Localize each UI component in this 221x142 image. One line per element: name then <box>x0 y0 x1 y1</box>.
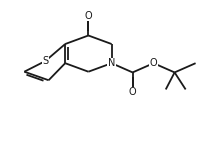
Text: O: O <box>85 11 92 21</box>
Text: O: O <box>129 87 136 97</box>
Text: N: N <box>108 58 115 68</box>
Text: O: O <box>150 58 157 68</box>
Text: S: S <box>42 56 48 66</box>
